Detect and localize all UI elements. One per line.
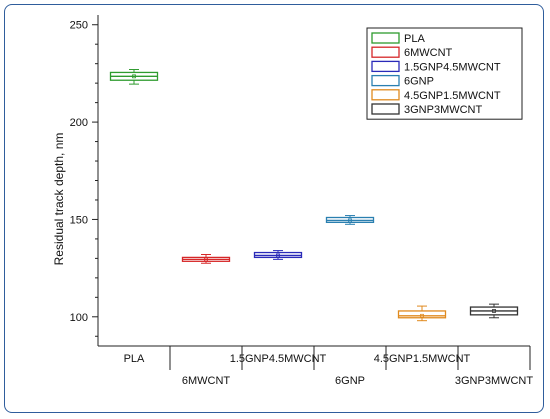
y-tick-label: 250	[70, 20, 88, 32]
box-3gnp3mwcnt	[469, 303, 519, 319]
legend-swatch	[371, 89, 400, 101]
box-1-5gnp4-5mwcnt	[253, 250, 303, 260]
legend-swatch	[371, 32, 400, 44]
x-category-label: 4.5GNP1.5MWCNT	[374, 353, 471, 365]
x-category-label: 3GNP3MWCNT	[455, 375, 534, 387]
legend: PLA 6MWCNT 1.5GNP4.5MWCNT 6GNP 4.5GNP1.5MWCN…	[366, 27, 523, 120]
box-6gnp	[325, 215, 375, 225]
legend-label: 1.5GNP4.5MWCNT	[404, 61, 501, 73]
box-pla	[109, 69, 159, 85]
y-tick-label: 200	[70, 117, 88, 129]
legend-label: 6MWCNT	[404, 47, 453, 59]
x-category-label: 6MWCNT	[182, 375, 231, 387]
y-tick-label: 150	[70, 214, 88, 226]
mean-marker	[492, 309, 496, 313]
legend-label: 3GNP3MWCNT	[404, 104, 483, 116]
mean-marker	[420, 313, 424, 318]
category-labels: PLA 6MWCNT 1.5GNP4.5MWCNT 6GNP 4.5GNP1.5MWCN…	[124, 346, 534, 387]
mean-marker	[348, 218, 352, 223]
box-6mwcnt	[181, 253, 231, 264]
y-tick-label: 100	[70, 312, 88, 324]
x-category-label: 1.5GNP4.5MWCNT	[230, 353, 327, 365]
legend-swatch	[371, 60, 400, 73]
legend-label: 4.5GNP1.5MWCNT	[404, 90, 501, 102]
legend-swatch	[371, 103, 400, 115]
legend-label: PLA	[404, 33, 425, 45]
x-category-label: PLA	[124, 353, 145, 365]
boxes	[109, 69, 519, 322]
mean-marker	[276, 253, 280, 258]
legend-swatch	[371, 46, 400, 58]
mean-marker	[132, 74, 136, 79]
x-category-label: 6GNP	[335, 375, 365, 387]
legend-label: 6GNP	[404, 76, 434, 88]
mean-marker	[204, 257, 208, 262]
y-axis-label: Residual track depth, nm	[52, 133, 66, 266]
box-4-5gnp1-5mwcnt	[397, 305, 447, 322]
y-ticks: 100 150 200 250	[70, 20, 98, 337]
legend-swatch	[371, 74, 400, 87]
